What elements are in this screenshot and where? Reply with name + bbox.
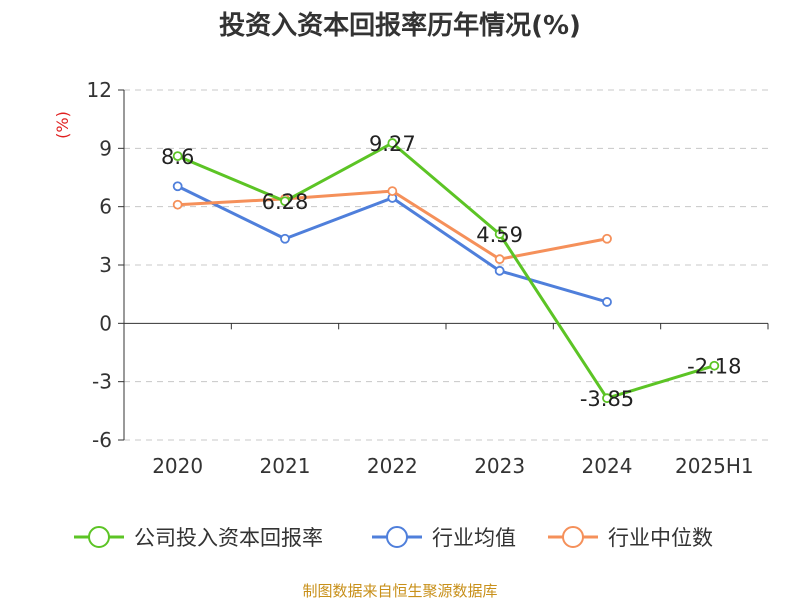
source-note: 制图数据来自恒生聚源数据库 [302,582,497,600]
x-tick-label: 2021 [260,454,311,478]
x-tick-label: 2022 [367,454,418,478]
data-point [494,229,505,239]
data-point [602,297,612,307]
data-label: 4.59 [476,223,523,247]
legend-marker [386,526,408,548]
data-point [602,233,612,244]
data-point [387,138,398,148]
series-line [177,141,715,400]
legend-label: 公司投入资本回报率 [134,526,323,550]
legend-marker [88,526,110,548]
data-point [387,186,398,197]
data-point [172,181,183,192]
data-label: -2.18 [687,355,741,379]
data-point [494,254,505,265]
x-tick-label: 2020 [152,454,203,478]
legend-label: 行业均值 [432,526,516,550]
data-point [602,393,612,404]
x-tick-label: 2023 [474,454,525,478]
y-tick-label: 3 [99,253,112,277]
legend: 公司投入资本回报率 行业均值 行业中位数 [74,526,713,550]
data-label: 9.27 [369,132,416,156]
y-tick-label: 6 [99,195,112,219]
series-line [177,184,608,304]
data-label: 6.28 [262,190,309,214]
y-axis-unit: (%) [53,111,72,139]
y-tick-label: -3 [92,370,112,394]
data-label: 8.6 [161,145,194,169]
data-point [494,265,505,276]
legend-marker [562,526,584,548]
axes: 12 9 6 3 0 -3 -6 2020 2021 2022 2023 2024 2025H1 [87,78,769,478]
grid-lines [124,89,768,441]
x-tick-label: 2024 [582,454,633,478]
series-lines [172,138,720,404]
data-point [172,199,183,210]
y-tick-label: 0 [99,311,112,335]
y-tick-label: 9 [99,136,112,160]
chart-title: 投资入资本回报率历年情况(%) [219,10,581,41]
x-tick-label: 2025H1 [675,454,754,478]
data-label: -3.85 [580,387,634,411]
data-labels: 8.6 6.28 9.27 4.59 -3.85 -2.18 [161,132,742,411]
y-tick-label: -6 [92,428,112,452]
data-point [709,360,720,371]
data-point [280,233,290,244]
data-point [280,196,290,207]
legend-label: 行业中位数 [608,526,713,550]
data-point [172,151,183,162]
y-tick-label: 12 [87,78,112,102]
